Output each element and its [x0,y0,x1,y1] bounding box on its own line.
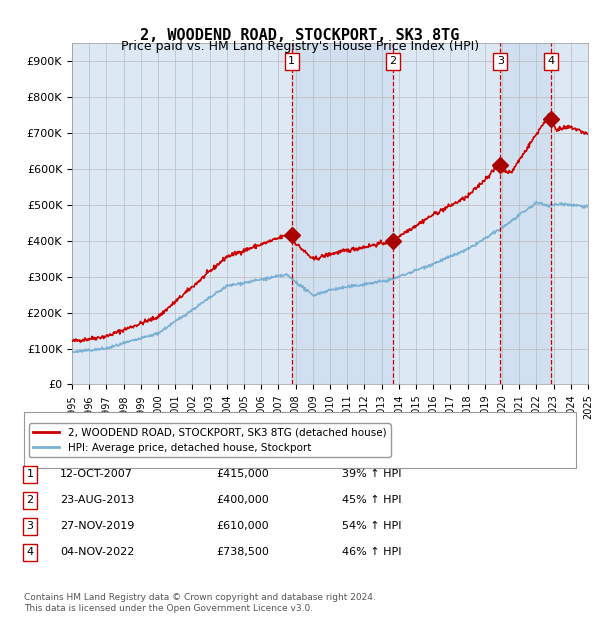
Bar [292,43,392,384]
Text: 2, WOODEND ROAD, STOCKPORT, SK3 8TG: 2, WOODEND ROAD, STOCKPORT, SK3 8TG [140,28,460,43]
Text: 39% ↑ HPI: 39% ↑ HPI [342,469,401,479]
Text: 2: 2 [389,56,396,66]
Text: 4: 4 [26,547,34,557]
Text: 3: 3 [497,56,504,66]
Text: 46% ↑ HPI: 46% ↑ HPI [342,547,401,557]
Text: £738,500: £738,500 [216,547,269,557]
Bar [500,43,551,384]
Text: 2: 2 [26,495,34,505]
Text: Price paid vs. HM Land Registry's House Price Index (HPI): Price paid vs. HM Land Registry's House … [121,40,479,53]
Text: 27-NOV-2019: 27-NOV-2019 [60,521,134,531]
Text: 45% ↑ HPI: 45% ↑ HPI [342,495,401,505]
Text: Contains HM Land Registry data © Crown copyright and database right 2024.
This d: Contains HM Land Registry data © Crown c… [24,593,376,613]
Text: £415,000: £415,000 [216,469,269,479]
Text: 23-AUG-2013: 23-AUG-2013 [60,495,134,505]
Text: 12-OCT-2007: 12-OCT-2007 [60,469,133,479]
Text: 4: 4 [547,56,554,66]
FancyBboxPatch shape [24,412,576,468]
Legend: 2, WOODEND ROAD, STOCKPORT, SK3 8TG (detached house), HPI: Average price, detach: 2, WOODEND ROAD, STOCKPORT, SK3 8TG (det… [29,423,391,457]
Text: 04-NOV-2022: 04-NOV-2022 [60,547,134,557]
Text: £610,000: £610,000 [216,521,269,531]
Text: 54% ↑ HPI: 54% ↑ HPI [342,521,401,531]
Text: £400,000: £400,000 [216,495,269,505]
Text: 1: 1 [26,469,34,479]
Text: 1: 1 [289,56,295,66]
Text: 3: 3 [26,521,34,531]
